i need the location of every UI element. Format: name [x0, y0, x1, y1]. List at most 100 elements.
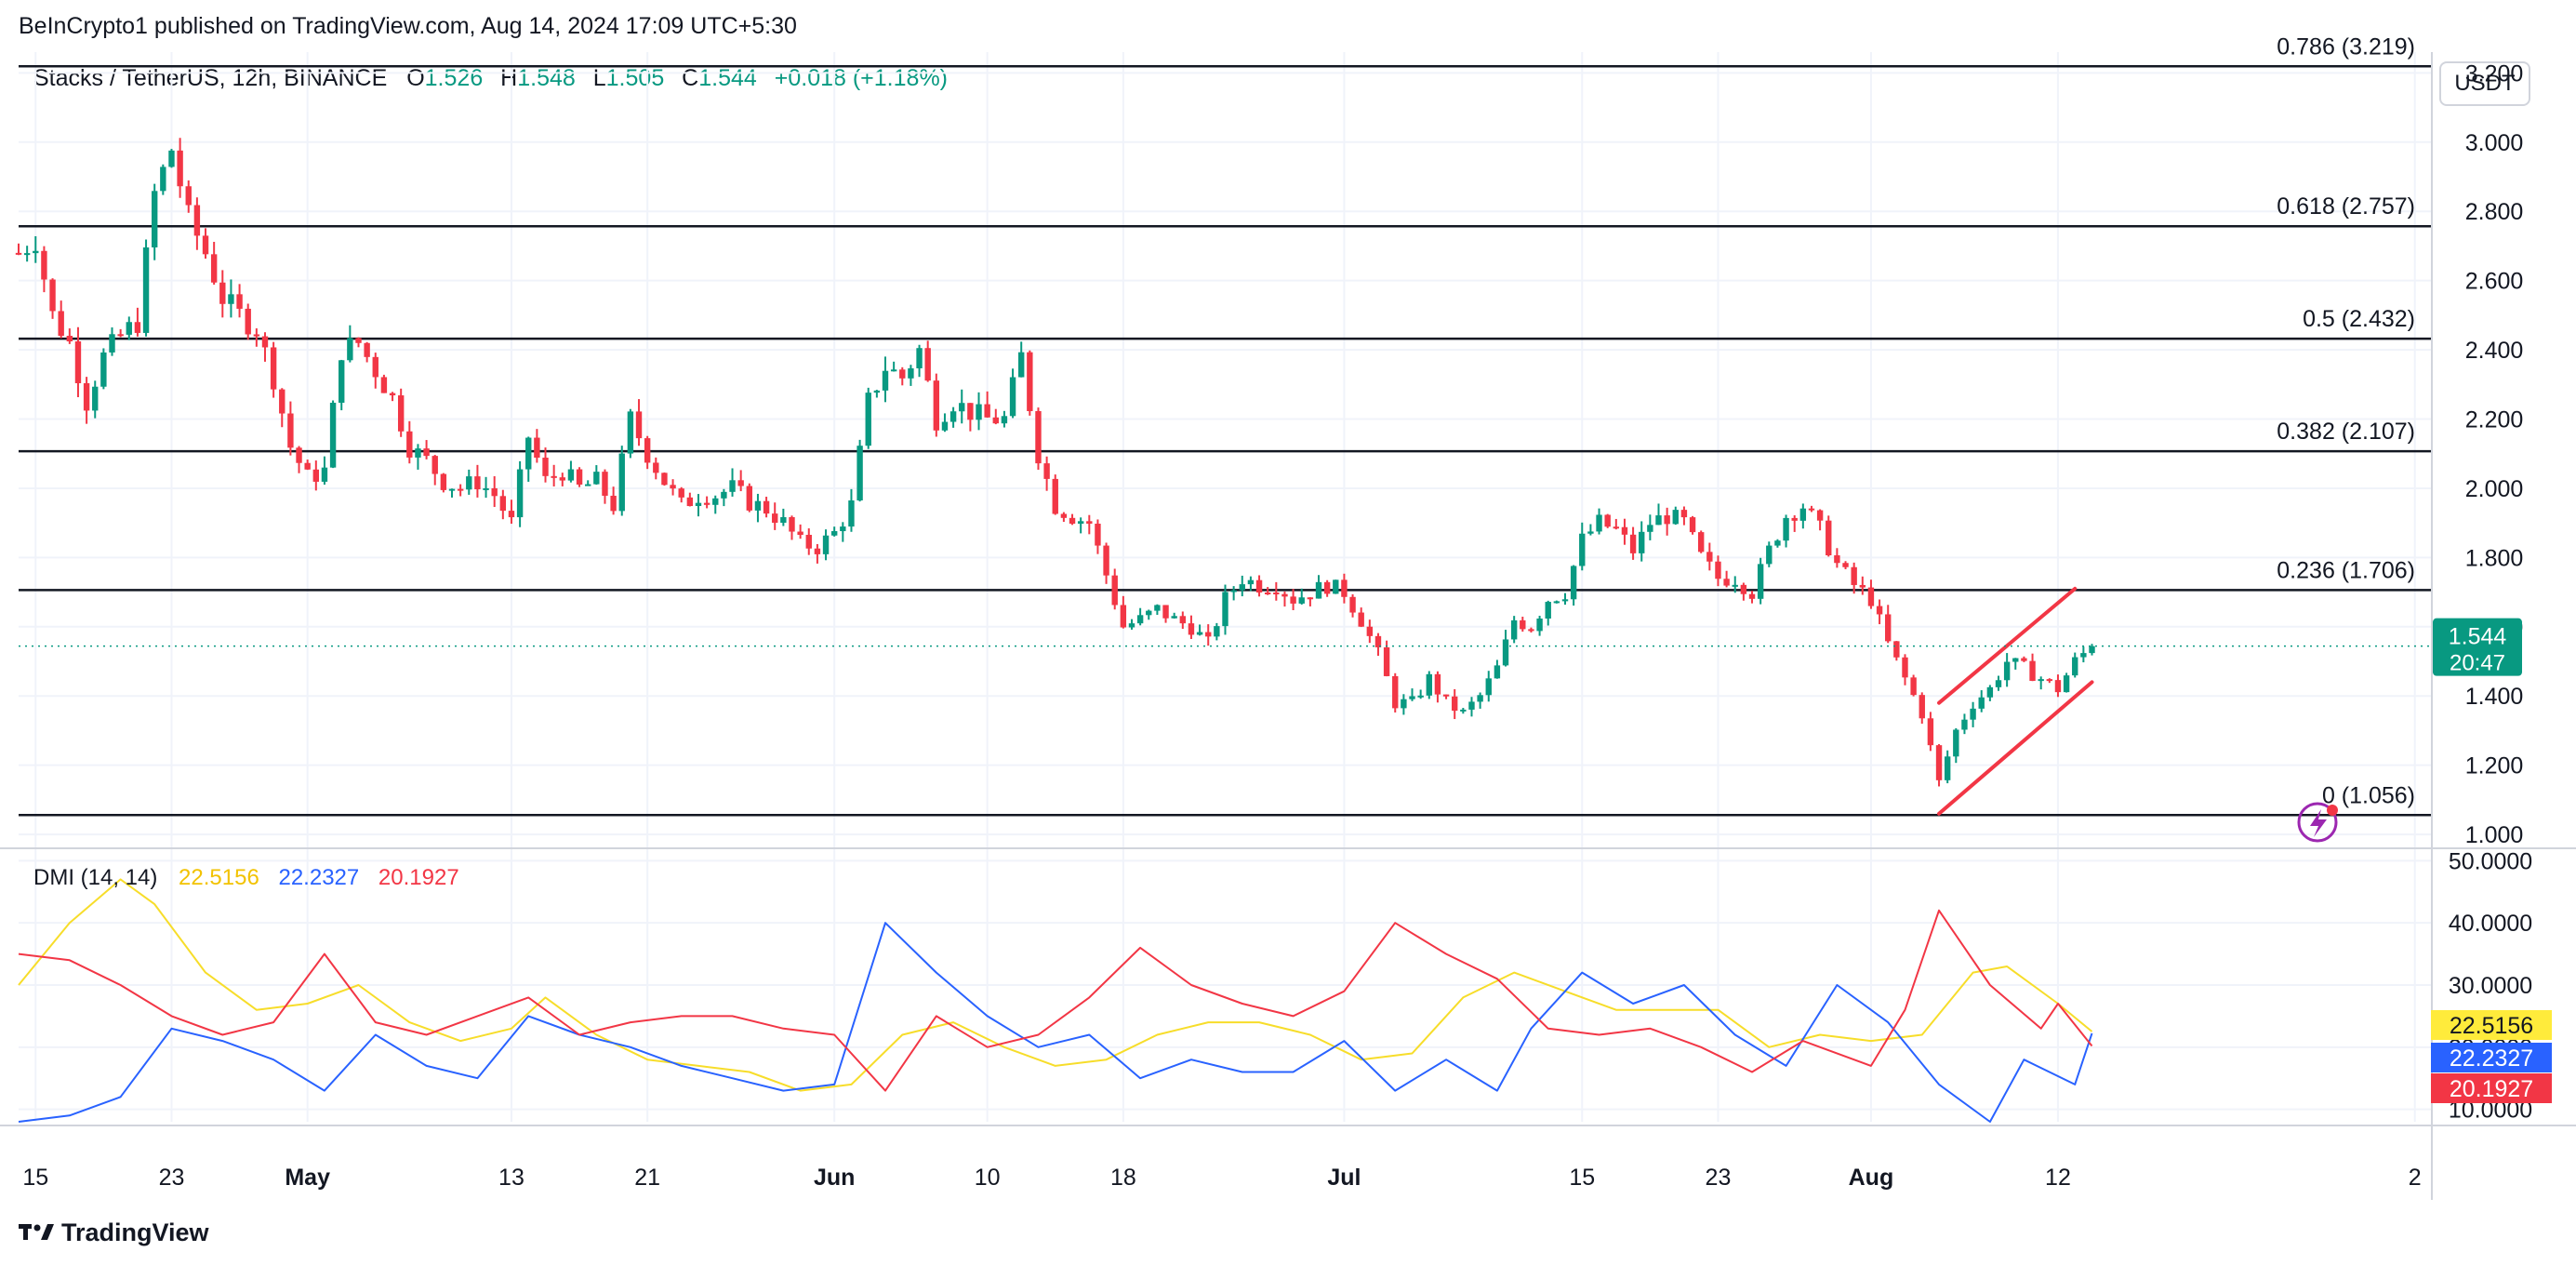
fib-level-label: 0.786 (3.219) — [2277, 33, 2415, 60]
candle — [1214, 622, 1220, 641]
candle — [1001, 410, 1008, 428]
candle — [890, 361, 897, 372]
candle — [23, 246, 31, 262]
candle — [1009, 368, 1016, 419]
candle — [1417, 689, 1424, 699]
candle — [1247, 576, 1255, 592]
candle — [729, 468, 736, 497]
candle — [1553, 600, 1560, 604]
candle — [916, 344, 923, 378]
currency-selector[interactable]: USDT — [2439, 61, 2530, 106]
candle — [1434, 671, 1441, 703]
flash-icon[interactable] — [2297, 802, 2338, 843]
dmi-series — [18, 878, 2093, 1123]
candle — [941, 413, 949, 433]
symbol-name[interactable]: Stacks / TetherUS, 12h, BINANCE — [33, 65, 388, 91]
candle — [1723, 570, 1730, 588]
candle — [949, 406, 957, 428]
candle — [1128, 619, 1135, 630]
channel-line[interactable] — [1937, 680, 2094, 816]
plus-di-value: 22.2327 — [278, 865, 360, 890]
candle — [287, 401, 294, 456]
candle — [397, 388, 405, 437]
candle — [754, 493, 762, 523]
price-tick-label: 1.400 — [2465, 684, 2524, 710]
candle — [1060, 512, 1068, 523]
candle — [789, 515, 795, 540]
candle — [2080, 646, 2087, 663]
candle — [1766, 541, 1773, 567]
candle — [245, 303, 251, 340]
candle — [49, 278, 56, 319]
time-tick-label: 23 — [159, 1165, 185, 1191]
candle — [1052, 474, 1058, 515]
candle — [1222, 584, 1228, 635]
candle — [772, 502, 778, 530]
candle — [933, 373, 940, 437]
candle — [1239, 575, 1245, 597]
candle — [1596, 508, 1602, 535]
candle — [1179, 611, 1187, 630]
candle — [746, 483, 753, 513]
candle — [92, 380, 99, 419]
candle — [661, 472, 668, 486]
candle — [1783, 514, 1789, 548]
candle — [737, 470, 744, 492]
candle — [1341, 573, 1348, 604]
candle — [2029, 653, 2036, 682]
candle — [1510, 616, 1518, 644]
candle — [134, 307, 141, 337]
candlestick-series — [15, 138, 2095, 787]
candle — [703, 496, 710, 509]
candle — [882, 356, 889, 403]
adx-value: 22.5156 — [179, 865, 259, 890]
candle — [1740, 582, 1747, 601]
candle — [551, 464, 557, 487]
candle — [1902, 654, 1908, 686]
candle — [2054, 674, 2062, 698]
candle — [1333, 579, 1339, 594]
minus-di-value: 20.1927 — [378, 865, 459, 890]
candle — [1205, 624, 1212, 646]
channel-line[interactable] — [1937, 586, 2078, 705]
candle — [967, 403, 974, 432]
candle — [1629, 526, 1637, 560]
price-change: +0.018 (+1.18%) — [774, 65, 948, 91]
dmi-title: DMI (14, 14) — [33, 865, 158, 890]
price-tick-label: 2.200 — [2465, 407, 2524, 433]
dmi-value-badge: 20.1927 — [2431, 1073, 2552, 1103]
candle — [559, 473, 565, 486]
candle — [1935, 744, 1943, 787]
candle — [228, 279, 234, 318]
fib-level-label: 0.236 (1.706) — [2277, 557, 2415, 583]
candle — [364, 341, 370, 363]
tradingview-logo-icon — [19, 1218, 54, 1247]
candle — [1639, 521, 1645, 562]
candle — [1978, 690, 1985, 712]
candle — [1842, 561, 1849, 569]
candle — [1715, 555, 1721, 587]
candle — [58, 300, 64, 339]
candle — [618, 446, 625, 516]
candle — [670, 479, 676, 496]
candle — [1953, 727, 1959, 764]
candle — [1409, 688, 1415, 701]
candle — [126, 316, 132, 340]
fib-level-label: 0.5 (2.432) — [2303, 306, 2415, 332]
candle — [483, 476, 489, 499]
candle — [822, 529, 830, 561]
candle — [339, 359, 345, 411]
candle — [1885, 605, 1892, 644]
candle — [924, 340, 931, 382]
candle — [2072, 652, 2078, 678]
candle — [585, 480, 591, 486]
candle — [1647, 514, 1653, 540]
low-value: 1.505 — [605, 65, 665, 91]
candle — [1086, 514, 1093, 535]
candle — [440, 473, 447, 493]
candle — [1502, 630, 1509, 667]
dmi-line — [18, 878, 2093, 1092]
tradingview-logo[interactable]: TradingView — [19, 1218, 209, 1247]
